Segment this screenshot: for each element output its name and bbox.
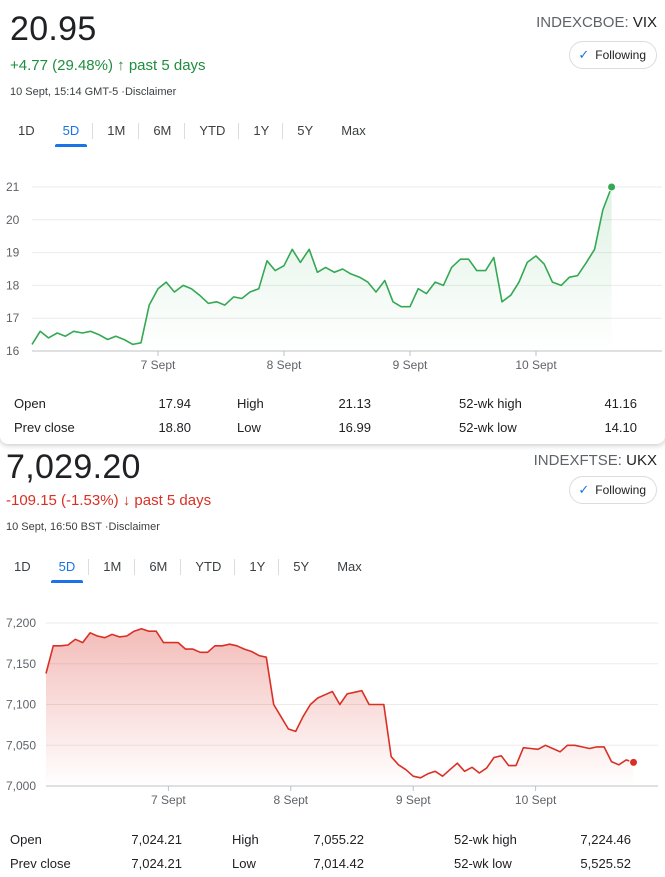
y-tick-label: 18 bbox=[6, 278, 20, 292]
tab-5y[interactable]: 5Y bbox=[297, 123, 314, 138]
stat-low: 7,014.42 bbox=[313, 856, 364, 871]
stat-prev-close: 18.80 bbox=[158, 420, 191, 435]
price: 7,029.20 bbox=[6, 448, 141, 486]
tab-1d[interactable]: 1D bbox=[18, 123, 35, 138]
tab-ytd[interactable]: YTD bbox=[185, 121, 240, 145]
stat-52wk-high: 7,224.46 bbox=[580, 832, 631, 847]
ticker-symbol: INDEXCBOE: VIX bbox=[536, 14, 657, 31]
price-line bbox=[31, 186, 613, 346]
following-button[interactable]: ✓ Following bbox=[569, 41, 657, 69]
x-tick-label: 7 Sept bbox=[141, 358, 176, 372]
tab-6m[interactable]: 6M bbox=[139, 121, 186, 145]
following-label: Following bbox=[595, 48, 646, 62]
last-price-marker bbox=[607, 182, 617, 192]
tab-1d[interactable]: 1D bbox=[14, 559, 31, 574]
tab-ytd[interactable]: YTD bbox=[181, 557, 236, 581]
timestamp: 10 Sept, 15:14 GMT-5 ·Disclaimer bbox=[10, 86, 177, 98]
vix-card: 20.95 +4.77 (29.48%) ↑ past 5 days 10 Se… bbox=[4, 10, 662, 435]
timestamp: 10 Sept, 16:50 BST ·Disclaimer bbox=[6, 521, 160, 533]
following-button[interactable]: ✓ Following bbox=[569, 476, 657, 504]
tab-1m[interactable]: 1M bbox=[89, 557, 136, 581]
change-period: past 5 days bbox=[128, 57, 206, 74]
check-icon: ✓ bbox=[578, 47, 590, 62]
y-tick-label: 7,100 bbox=[6, 698, 36, 712]
stat-label-high: High bbox=[237, 396, 264, 411]
y-tick-label: 19 bbox=[6, 246, 20, 260]
vix-price-chart: 16 17 18 19 20 21 7 Sept 8 Sept 9 Sept 10 Sept bbox=[6, 180, 662, 372]
price-change: +4.77 (29.48%) ↑ past 5 days bbox=[10, 57, 206, 74]
stat-label-52wk-high: 52-wk high bbox=[459, 396, 522, 411]
stat-open: 7,024.21 bbox=[131, 832, 182, 847]
y-tick-label: 7,150 bbox=[6, 657, 36, 671]
y-tick-label: 7,050 bbox=[6, 738, 36, 752]
price-area bbox=[46, 628, 634, 786]
ukx-price-chart: 7,000 7,050 7,100 7,150 7,200 7 Sept 8 Sept 9 S… bbox=[6, 616, 658, 807]
tab-5d[interactable]: 5D bbox=[45, 557, 90, 583]
stat-low: 16.99 bbox=[338, 420, 371, 435]
arrow-up-icon: ↑ bbox=[117, 57, 125, 74]
x-tick-label: 9 Sept bbox=[396, 793, 431, 807]
check-icon: ✓ bbox=[578, 482, 590, 497]
price: 20.95 bbox=[10, 10, 97, 48]
tab-5d[interactable]: 5D bbox=[49, 121, 94, 147]
stat-open: 17.94 bbox=[158, 396, 191, 411]
stat-52wk-low: 5,525.52 bbox=[580, 856, 631, 871]
x-tick-label: 8 Sept bbox=[273, 793, 308, 807]
range-tabs: 1D 5D 1M 6M YTD 1Y 5Y Max bbox=[4, 121, 380, 147]
stat-label-open: Open bbox=[10, 832, 42, 847]
y-tick-label: 7,200 bbox=[6, 616, 36, 630]
y-tick-label: 20 bbox=[6, 213, 20, 227]
exchange-label: INDEXCBOE: bbox=[536, 14, 629, 31]
stat-label-52wk-high: 52-wk high bbox=[454, 832, 517, 847]
exchange-label: INDEXFTSE: bbox=[533, 452, 622, 469]
tab-5y[interactable]: 5Y bbox=[293, 559, 310, 574]
x-tick-label: 9 Sept bbox=[393, 358, 428, 372]
y-tick-label: 17 bbox=[6, 311, 20, 325]
x-tick-label: 7 Sept bbox=[151, 793, 186, 807]
price-change: -109.15 (-1.53%) ↓ past 5 days bbox=[6, 492, 211, 509]
stat-prev-close: 7,024.21 bbox=[131, 856, 182, 871]
tab-1y[interactable]: 1Y bbox=[235, 557, 280, 581]
tab-max[interactable]: Max bbox=[341, 123, 366, 138]
change-period: past 5 days bbox=[134, 492, 212, 509]
x-tick-label: 10 Sept bbox=[515, 358, 557, 372]
ukx-card: 7,029.20 -109.15 (-1.53%) ↓ past 5 days … bbox=[0, 444, 665, 877]
symbol-label: VIX bbox=[632, 14, 657, 31]
stat-label-low: Low bbox=[237, 420, 261, 435]
stat-52wk-high: 41.16 bbox=[604, 396, 637, 411]
following-label: Following bbox=[595, 483, 646, 497]
range-tabs: 1D 5D 1M 6M YTD 1Y 5Y Max bbox=[0, 557, 376, 583]
tab-6m[interactable]: 6M bbox=[135, 557, 182, 581]
y-tick-label: 21 bbox=[6, 180, 20, 194]
stat-label-high: High bbox=[232, 832, 259, 847]
tab-1y[interactable]: 1Y bbox=[239, 121, 284, 145]
stat-label-52wk-low: 52-wk low bbox=[454, 856, 512, 871]
stat-label-open: Open bbox=[14, 396, 46, 411]
arrow-down-icon: ↓ bbox=[122, 492, 131, 509]
tab-max[interactable]: Max bbox=[337, 559, 362, 574]
symbol-label: UKX bbox=[626, 452, 657, 469]
stat-label-prev-close: Prev close bbox=[14, 420, 75, 435]
tab-1m[interactable]: 1M bbox=[93, 121, 140, 145]
price-line bbox=[45, 627, 634, 779]
stat-label-prev-close: Prev close bbox=[10, 856, 71, 871]
price-area bbox=[32, 187, 612, 351]
y-tick-label: 7,000 bbox=[6, 779, 36, 793]
stat-52wk-low: 14.10 bbox=[604, 420, 637, 435]
stat-label-low: Low bbox=[232, 856, 256, 871]
ticker-symbol: INDEXFTSE: UKX bbox=[534, 452, 657, 469]
stat-high: 21.13 bbox=[338, 396, 371, 411]
change-value: +4.77 (29.48%) bbox=[10, 57, 113, 74]
stat-label-52wk-low: 52-wk low bbox=[459, 420, 517, 435]
y-tick-label: 16 bbox=[6, 344, 20, 358]
stat-high: 7,055.22 bbox=[313, 832, 364, 847]
x-tick-label: 8 Sept bbox=[267, 358, 302, 372]
last-price-marker bbox=[629, 757, 639, 767]
change-value: -109.15 (-1.53%) bbox=[6, 492, 119, 509]
x-tick-label: 10 Sept bbox=[515, 793, 557, 807]
